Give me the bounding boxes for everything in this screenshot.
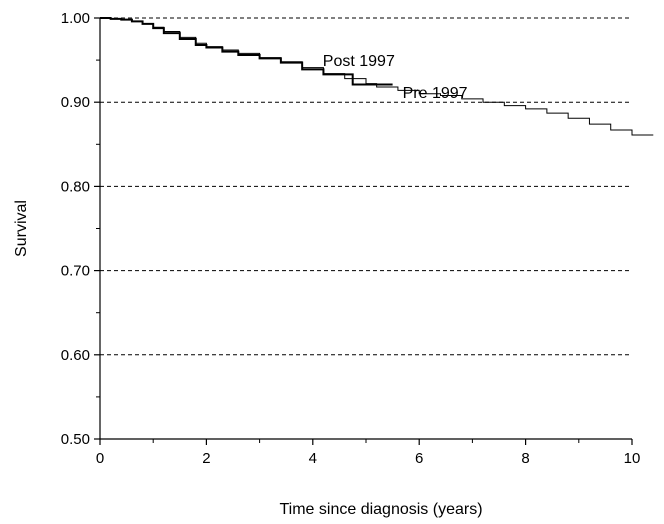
series-label-1: Pre 1997 <box>403 85 468 102</box>
ticks: 0.50 0.60 0.70 0.80 0.90 1.00 0 2 4 6 8 10 <box>61 10 641 467</box>
series-label-0: Post 1997 <box>323 53 395 70</box>
x-tick-label-2: 4 <box>309 450 317 467</box>
y-axis-title: Survival <box>13 200 30 257</box>
series-line-post-1997 <box>100 17 393 86</box>
y-tick-label-2: 0.70 <box>61 263 90 280</box>
y-tick-label-1: 0.60 <box>61 347 90 364</box>
x-axis-title: Time since diagnosis (years) <box>279 501 482 518</box>
x-tick-label-4: 8 <box>521 450 529 467</box>
y-tick-label-0: 0.50 <box>61 431 90 448</box>
y-tick-label-5: 1.00 <box>61 10 90 27</box>
y-tick-label-4: 0.90 <box>61 94 90 111</box>
x-tick-label-3: 6 <box>415 450 423 467</box>
series <box>100 17 654 136</box>
x-tick-label-1: 2 <box>202 450 210 467</box>
x-tick-label-0: 0 <box>96 450 104 467</box>
gridlines <box>100 17 632 356</box>
annotations: Post 1997 Pre 1997 <box>323 53 468 102</box>
series-line-pre-1997 <box>100 17 654 136</box>
x-tick-label-5: 10 <box>624 450 641 467</box>
y-tick-label-3: 0.80 <box>61 178 90 195</box>
